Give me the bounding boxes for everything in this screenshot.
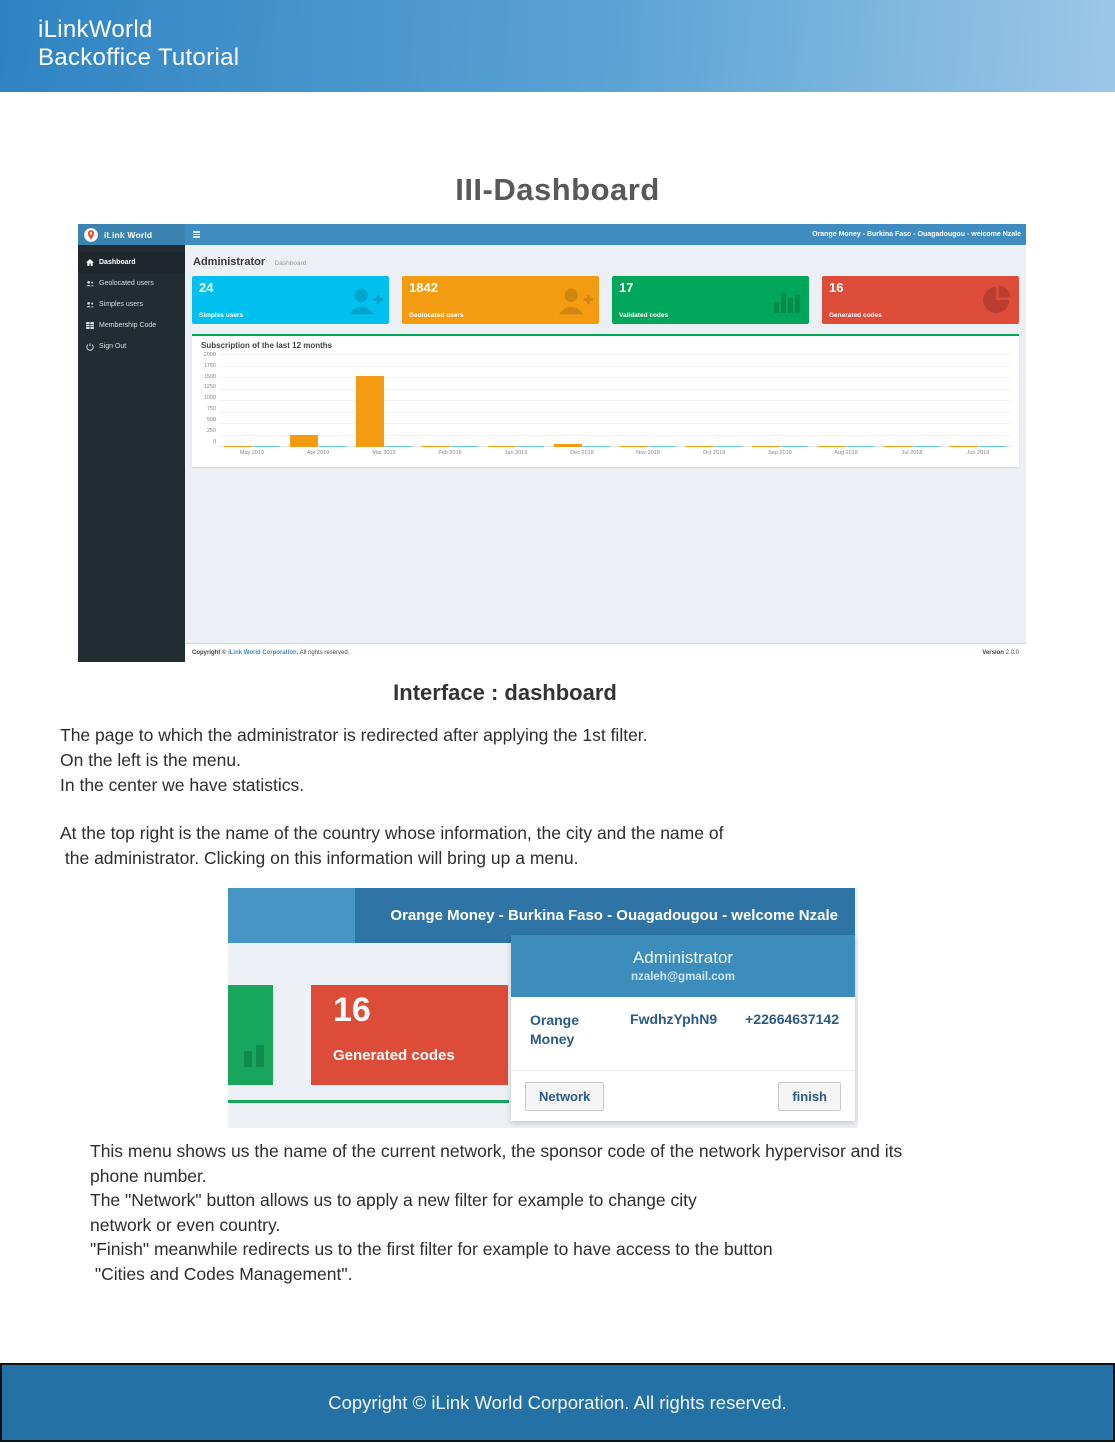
phone-number: +22664637142 [745,1011,839,1027]
user-plus-icon [348,288,383,315]
chart-x-labels: May 2019 Apr 2019 Mar 2019 Feb 2019 Jan 2019… [239,450,990,456]
popup-topbar: Orange Money - Burkina Faso - Ouagadougo… [228,888,855,943]
doc-footer-band: Copyright © iLink World Corporation. All… [0,1363,1115,1442]
users-icon [86,280,94,287]
section-title: III-Dashboard [455,172,660,207]
power-icon [86,342,94,351]
popup-title: Administrator [632,948,734,967]
dashboard-footer: Copyright © iLink World Corporation. All… [185,643,1026,662]
dashboard-main: Administrator Dashboard 24 Simples users… [185,245,1026,662]
topbar-user-context[interactable]: Orange Money - Burkina Faso - Ouagadougo… [812,231,1021,238]
sidebar-item-sign-out[interactable]: Sign Out [78,336,185,357]
version-value: 2.0.0 [1003,650,1019,656]
user-plus-icon [558,288,593,315]
users-icon [86,301,94,308]
page-subtitle: Dashboard [274,260,307,267]
sponsor-code: FwdhzYphN9 [630,1011,718,1027]
dashboard-navbar: Orange Money - Burkina Faso - Ouagadougo… [185,224,1026,245]
table-icon [86,322,94,329]
popup-header: Administrator nzaleh@gmail.com [511,935,855,997]
stat-card-simples-users: 24 Simples users [192,276,389,324]
user-menu-popup: Administrator nzaleh@gmail.com Orange Mo… [511,935,855,1121]
topbar-light-segment [228,888,355,943]
dashboard-screenshot: iLink World Orange Money - Burkina Faso … [78,224,1026,662]
bar-chart-icon [774,293,800,313]
home-icon [86,259,94,266]
finish-button[interactable]: finish [778,1081,841,1111]
stat-card-generated-codes: 16 Generated codes [822,276,1019,324]
sidebar-item-simples-users[interactable]: Simples users [78,294,185,315]
dashboard-topbar: iLink World Orange Money - Burkina Faso … [78,224,1026,245]
chart-plot [219,354,1011,447]
stat-card-geolocated-users: 1842 Geolocated users [402,276,599,324]
sidebar-item-membership-code[interactable]: Membership Code [78,315,185,336]
brand-logo-area[interactable]: iLink World [78,224,185,245]
bar-chart-icon [244,1045,264,1067]
paragraph-1: The page to which the administrator is r… [60,725,648,795]
hamburger-icon[interactable] [193,231,200,238]
doc-header-line2: Backoffice Tutorial [38,44,240,71]
brand-name: iLink World [104,229,153,240]
globe-pin-logo-icon [84,227,98,242]
chart-title: Subscription of the last 12 months [201,341,333,350]
popup-footer: Network finish [511,1070,855,1121]
doc-header-band: iLinkWorld Backoffice Tutorial [0,0,1115,92]
corporation-link[interactable]: iLink World Corporation. [228,650,299,656]
network-button[interactable]: Network [525,1081,605,1111]
popup-body: Orange Money FwdhzYphN9 +22664637142 [511,997,855,1070]
paragraph-3: This menu shows us the name of the curre… [90,1141,903,1284]
interface-subtitle: Interface : dashboard [393,680,617,705]
stat-card-generated-codes: 16 Generated codes [311,985,508,1085]
sidebar-item-dashboard[interactable]: Dashboard [78,252,185,273]
page-title: Administrator [193,256,266,268]
sidebar-item-geolocated-users[interactable]: Geolocated users [78,273,185,294]
subscriptions-chart-panel: Subscription of the last 12 months 2000 1… [192,334,1019,467]
stat-cards-row: 24 Simples users 1842 Geolocated users [185,276,1026,324]
version-label: Version [982,650,1004,656]
stat-card-partial-green [228,985,273,1085]
doc-header-line1: iLinkWorld [38,16,153,43]
stat-card-validated-codes: 17 Validated codes [612,276,809,324]
dashboard-sidebar: Dashboard Geolocated users Simples users… [78,245,185,662]
copyright-suffix: All rights reserved. [298,650,350,656]
paragraph-2: At the top right is the name of the coun… [60,823,724,868]
chart-slots [219,355,1011,447]
popup-email: nzaleh@gmail.com [631,971,735,983]
network-name: Orange Money [530,1012,580,1047]
panel-top-border [228,1100,509,1103]
copyright-prefix: Copyright © [192,650,229,656]
chart-y-ticks: 2000 1750 1500 1250 1000 750 500 250 0 [203,352,216,445]
popup-screenshot: Orange Money - Burkina Faso - Ouagadougo… [228,888,858,1128]
doc-footer-text: Copyright © iLink World Corporation. All… [328,1391,787,1413]
pie-chart-icon [983,285,1011,314]
topbar-user-context[interactable]: Orange Money - Burkina Faso - Ouagadougo… [355,888,855,943]
